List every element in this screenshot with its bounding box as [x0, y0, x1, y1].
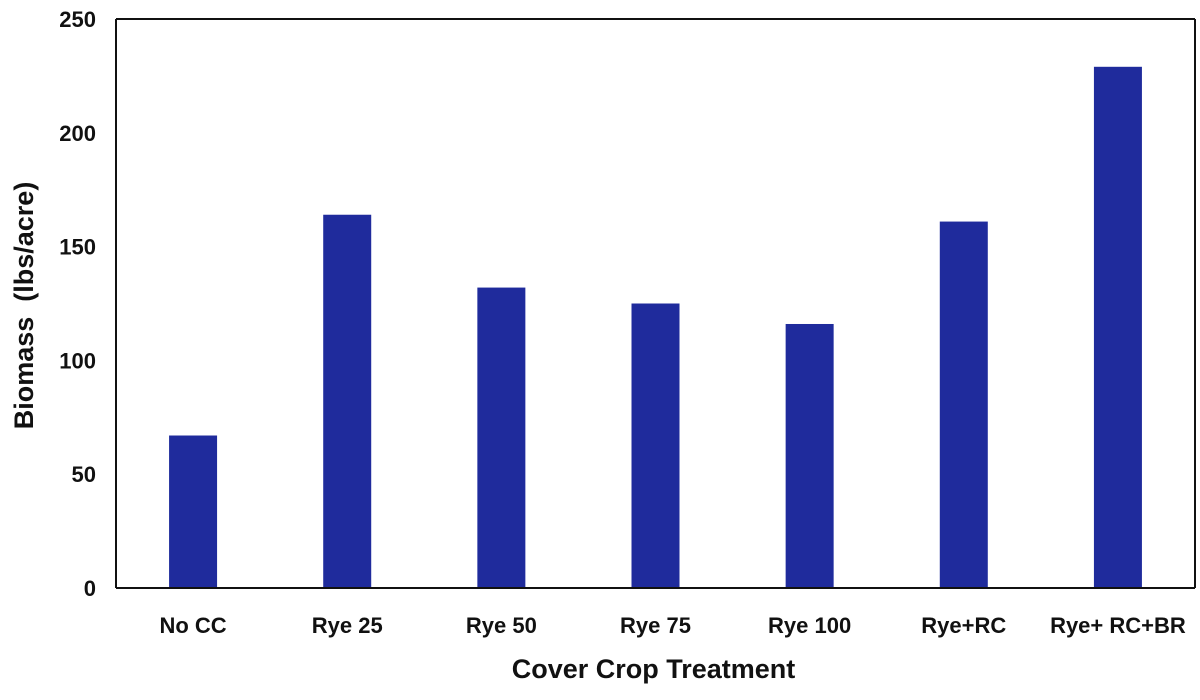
- y-axis-ticks: 0 50 100 150 200 250: [59, 7, 96, 601]
- y-tick-label: 100: [59, 348, 96, 373]
- bar: [785, 323, 834, 588]
- x-tick-label: Rye+ RC+BR: [1050, 613, 1186, 638]
- bar: [323, 214, 372, 588]
- x-tick-label: Rye+RC: [921, 613, 1006, 638]
- y-axis-title: Biomass (lbs/acre): [9, 182, 39, 430]
- y-tick-label: 150: [59, 235, 96, 260]
- x-tick-label: Rye 50: [466, 613, 537, 638]
- y-tick-label: 0: [84, 576, 96, 601]
- bar: [1093, 66, 1142, 588]
- bar: [169, 435, 218, 588]
- x-tick-label: Rye 75: [620, 613, 691, 638]
- bar: [939, 221, 988, 588]
- x-tick-label: Rye 100: [768, 613, 851, 638]
- x-tick-label: Rye 25: [312, 613, 383, 638]
- bar: [477, 287, 526, 588]
- x-axis-ticks: No CC Rye 25 Rye 50 Rye 75 Rye 100 Rye+RC Rye+…: [159, 613, 1185, 638]
- y-tick-label: 50: [72, 462, 96, 487]
- y-tick-label: 200: [59, 121, 96, 146]
- y-tick-label: 250: [59, 7, 96, 32]
- bars: [169, 66, 1142, 588]
- bar: [631, 303, 680, 588]
- x-axis-title: Cover Crop Treatment: [512, 654, 796, 684]
- x-tick-label: No CC: [159, 613, 226, 638]
